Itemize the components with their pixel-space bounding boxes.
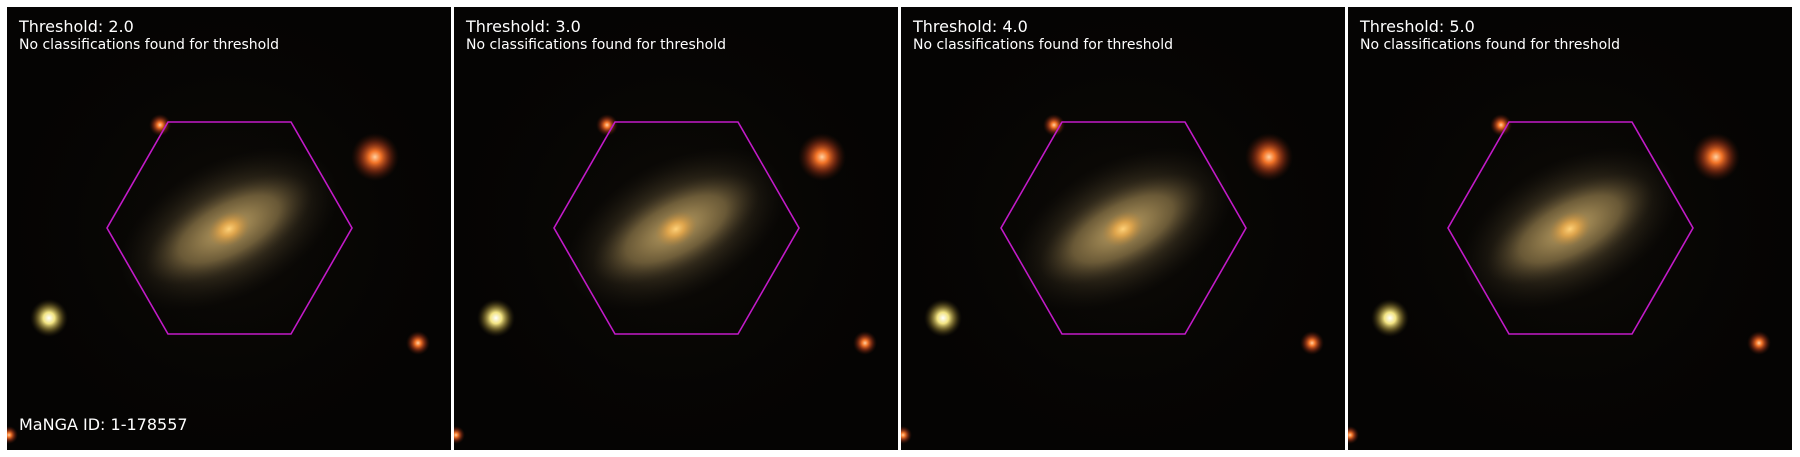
galaxy-image	[901, 7, 1345, 450]
ifu-hexagon-outline	[553, 121, 800, 335]
galaxy-image-panel-1: Threshold: 2.0 No classifications found …	[7, 7, 451, 450]
galaxy-image	[454, 7, 898, 450]
panel-title: Threshold: 4.0	[913, 17, 1028, 36]
galaxy-image-panel-4: Threshold: 5.0 No classifications found …	[1348, 7, 1792, 450]
galaxy-image-panel-2: Threshold: 3.0 No classifications found …	[454, 7, 898, 450]
ifu-hexagon-outline	[1000, 121, 1247, 335]
ifu-hexagon-outline	[106, 121, 353, 335]
galaxy-image-panel-3: Threshold: 4.0 No classifications found …	[901, 7, 1345, 450]
panel-subtitle: No classifications found for threshold	[913, 37, 1173, 53]
panel-title: Threshold: 2.0	[19, 17, 134, 36]
panel-title: Threshold: 3.0	[466, 17, 581, 36]
panel-title: Threshold: 5.0	[1360, 17, 1475, 36]
galaxy-image	[1348, 7, 1792, 450]
manga-id-label: MaNGA ID: 1-178557	[19, 415, 188, 434]
panel-subtitle: No classifications found for threshold	[19, 37, 279, 53]
panel-subtitle: No classifications found for threshold	[466, 37, 726, 53]
panel-subtitle: No classifications found for threshold	[1360, 37, 1620, 53]
galaxy-image	[7, 7, 451, 450]
ifu-hexagon-outline	[1447, 121, 1694, 335]
